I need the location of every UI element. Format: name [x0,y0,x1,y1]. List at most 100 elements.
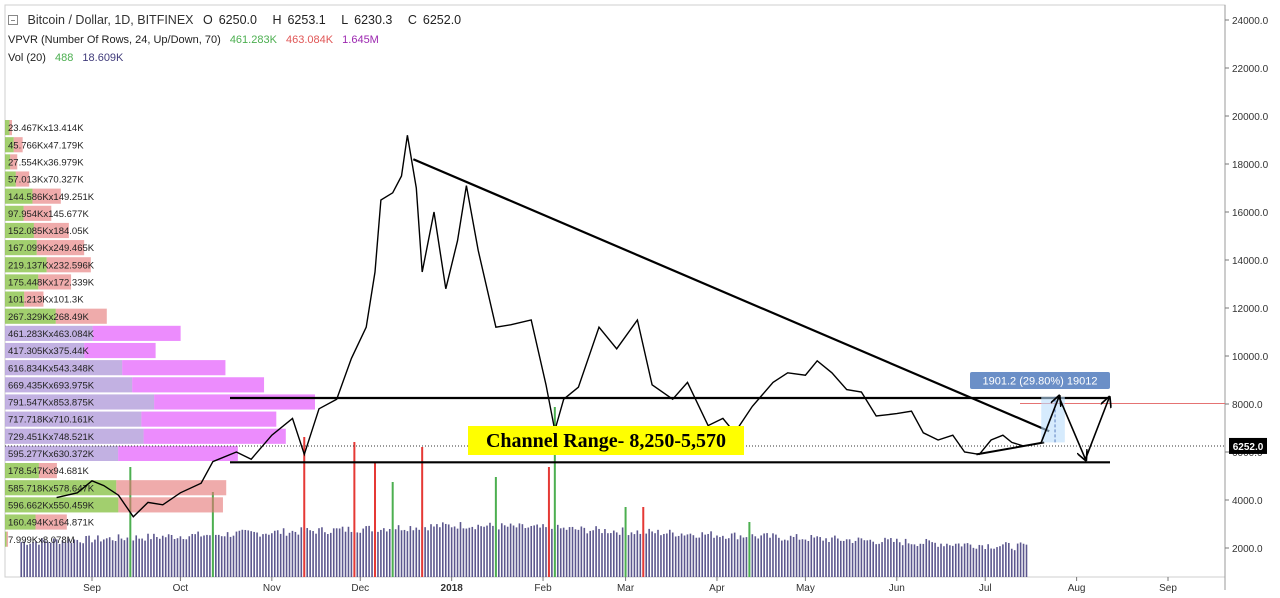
volume-bar [999,546,1001,577]
volume-bar [704,534,706,577]
volume-bar [598,528,600,577]
volume-bar [380,529,382,577]
volume-bar [468,527,471,577]
volume-bar [571,526,574,577]
collapse-icon[interactable] [8,15,18,25]
x-tick-label-7: Apr [709,583,725,594]
volume-bar [990,548,992,577]
volume-bar [783,539,786,577]
volume-bar [61,540,64,577]
volume-bar [374,462,377,577]
volume-bar [1022,543,1025,577]
volume-bar [857,537,860,577]
volume-bar [477,524,479,577]
volume-bar [960,546,963,577]
volume-bar [671,532,674,577]
vpvr-row-up-3 [5,171,16,187]
vpvr-row-up-8 [5,257,47,273]
x-tick-label-9: Jun [889,583,905,594]
volume-bar [247,530,250,577]
volume-bar [282,528,285,577]
volume-bar [848,539,851,577]
volume-bar [108,537,111,577]
volume-bar [492,525,494,577]
volume-bar [444,523,447,577]
volume-bar [536,524,538,577]
vpvr-row-up-22 [5,497,119,513]
volume-bar [745,537,748,577]
ohlc-low: L 6230.3 [341,13,393,27]
volume-bar [577,529,580,577]
vpvr-row-label-1: 45.766Kx47.179K [8,140,84,151]
volume-bar [385,531,388,577]
current-price-label: 6252.0 [1233,442,1264,453]
volume-bar [294,531,297,577]
volume-bar [607,533,609,577]
volume-bar [621,527,624,577]
channel-label: Channel Range- 8,250-5,570 [486,430,726,452]
volume-bar [126,537,129,577]
volume-bar [88,535,90,577]
volume-bar [394,529,397,577]
volume-label: Vol (20) [8,52,46,64]
volume-bar [692,535,695,577]
volume-bar [456,528,459,577]
ohlc-close: C 6252.0 [407,13,462,27]
volume-bar [975,548,978,577]
volume-bar [842,540,845,577]
volume-bar [898,542,901,577]
volume-bar [562,527,565,577]
volume-bar [271,533,273,577]
vpvr-legend[interactable]: VPVR (Number Of Rows, 24, Up/Down, 70) 4… [8,34,385,46]
volume-bar [418,529,421,577]
projected-path-segment-0 [1040,397,1059,443]
volume-bar [64,542,67,577]
volume-bar [913,544,916,577]
volume-ma: 18.609K [82,52,124,64]
volume-bar [996,547,998,577]
vpvr-row-down-13 [84,342,156,359]
volume-bar [668,529,671,577]
volume-bar [978,544,981,577]
x-tick-label-5: Feb [534,583,552,594]
volume-bar [760,535,762,577]
volume-bar [925,538,928,577]
x-tick-label-4: 2018 [441,583,464,594]
volume-bar [727,538,730,577]
measure-label-box [970,372,1110,389]
vpvr-row-label-6: 152.085Kx184.05K [8,226,89,237]
volume-bar [215,534,217,577]
volume-bar [436,524,438,577]
volume-bar [845,539,848,577]
volume-bar [580,526,583,577]
volume-bar [963,543,966,577]
y-tick-label-10: 22000.0 [1232,64,1269,75]
volume-bar [268,534,270,577]
vpvr-row-label-10: 101.213Kx101.3K [8,295,84,306]
volume-bar [954,543,957,577]
volume-bar [338,528,341,577]
volume-bar [70,542,73,577]
volume-bar [875,544,877,577]
volume-bar [574,529,577,577]
volume-bar [303,437,306,577]
volume-bar [223,536,226,577]
volume-bar [881,542,883,577]
x-tick-label-2: Nov [263,583,281,594]
volume-bar [388,528,391,577]
vpvr-row-label-19: 595.277Kx630.372K [8,449,95,460]
volume-bar [533,525,535,577]
volume-bar [542,524,544,577]
volume-bar [26,544,28,577]
y-tick-label-1: 4000.0 [1232,496,1263,507]
vpvr-row-down-21 [116,480,227,496]
volume-bar [633,534,636,577]
volume-legend[interactable]: Vol (20) 488 18.609K [8,52,129,64]
volume-bar [262,534,264,577]
vpvr-profile: 23.467Kx13.414K 45.766Kx47.179K 27.554Kx36… [5,120,315,547]
volume-bar [904,538,907,577]
volume-bar [766,533,768,577]
vpvr-row-label-12: 461.283Kx463.084K [8,329,95,340]
volume-bar [1019,542,1022,577]
volume-bar [1016,543,1019,577]
